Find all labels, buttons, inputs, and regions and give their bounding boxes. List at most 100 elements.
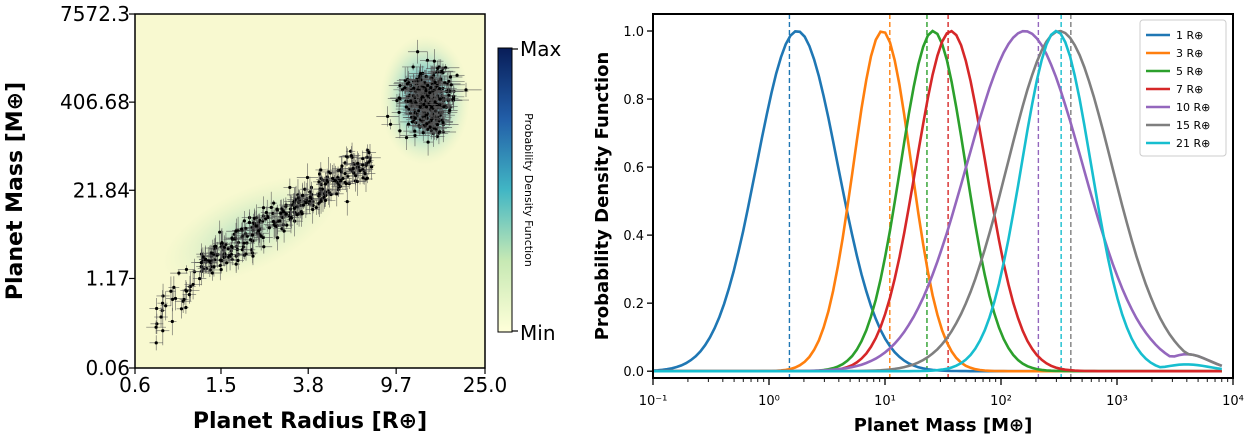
scatter-point: [149, 335, 163, 351]
scatter-point: [316, 172, 335, 196]
scatter-point: [390, 93, 409, 103]
left-x-tick-label: 9.7: [380, 373, 412, 397]
scatter-point: [156, 316, 170, 346]
scatter-point: [170, 269, 188, 277]
right-x-tick-label: 10⁴: [1222, 394, 1244, 409]
scatter-point: [249, 210, 263, 242]
legend-label: 5 R⊕: [1176, 65, 1203, 78]
scatter-point: [286, 202, 296, 234]
scatter-point: [225, 242, 239, 251]
scatter-point: [218, 220, 222, 244]
scatter-point: [260, 215, 276, 220]
left-y-ticks: 0.06 1.17 21.84 406.68 7572.3: [60, 2, 135, 380]
left-y-tick-label: 21.84: [73, 178, 130, 202]
left-x-ticks: 0.6 1.5 3.8 9.7 25.0: [119, 368, 507, 397]
scatter-point: [313, 177, 332, 201]
scatter-point: [219, 253, 234, 272]
scatter-point: [334, 167, 352, 190]
scatter-point: [305, 195, 320, 224]
scatter-point: [441, 106, 458, 115]
scatter-point: [408, 63, 433, 84]
left-y-tick-label: 0.06: [85, 356, 130, 380]
colorbar: [497, 47, 513, 333]
scatter-point: [369, 153, 374, 180]
scatter-point: [265, 212, 273, 243]
scatter-point: [410, 99, 437, 110]
scatter-point: [252, 208, 257, 229]
colorbar-min-label: Min: [520, 321, 556, 345]
scatter-point: [312, 200, 320, 215]
pdf-curve: [653, 29, 1222, 373]
left-x-tick-label: 3.8: [292, 373, 324, 397]
scatter-point: [344, 163, 362, 174]
scatter-point: [226, 222, 246, 240]
scatter-point: [297, 187, 315, 218]
right-y-tick-label: 0.0: [623, 365, 644, 380]
scatter-point: [183, 301, 189, 314]
scatter-point: [264, 213, 286, 239]
scatter-point: [425, 60, 450, 77]
right-pdf-panel: 10⁻¹ 10⁰ 10¹ 10² 10³ 10⁴ 0.0 0.2 0.4 0.6 0.8 1.0 P…: [592, 13, 1244, 436]
right-x-tick-label: 10⁻¹: [639, 394, 668, 409]
scatter-point: [268, 191, 275, 224]
scatter-point: [331, 165, 340, 196]
right-x-ticks: 10⁻¹ 10⁰ 10¹ 10² 10³ 10⁴: [639, 378, 1244, 409]
scatter-point: [430, 67, 454, 76]
scatter-point: [315, 162, 327, 178]
scatter-point: [381, 119, 400, 130]
right-y-tick-label: 1.0: [623, 25, 644, 40]
scatter-point: [340, 157, 344, 175]
scatter-point: [276, 198, 291, 225]
scatter-point: [157, 290, 168, 317]
scatter-point: [440, 76, 449, 89]
scatter-point: [189, 258, 200, 285]
legend-label: 1 R⊕: [1176, 29, 1203, 42]
scatter-point: [437, 75, 465, 94]
left-y-tick-label: 1.17: [85, 266, 130, 290]
scatter-point: [293, 194, 305, 202]
scatter-point: [323, 176, 330, 184]
left-x-tick-label: 25.0: [463, 373, 508, 397]
scatter-point: [342, 160, 349, 166]
scatter-point: [414, 75, 442, 95]
scatter-point: [393, 78, 422, 89]
legend: 1 R⊕ 3 R⊕ 5 R⊕ 7 R⊕ 10 R⊕ 15 R⊕ 21 R⊕: [1139, 19, 1227, 157]
scatter-point: [270, 200, 278, 207]
scatter-point: [415, 97, 425, 117]
scatter-point: [355, 162, 370, 168]
scatter-point: [294, 204, 300, 226]
scatter-point: [413, 90, 446, 96]
scatter-point: [307, 194, 314, 201]
scatter-point: [251, 247, 255, 266]
scatter-point: [432, 89, 438, 115]
scatter-point: [274, 214, 286, 227]
scatter-point: [212, 256, 216, 277]
scatter-point: [258, 214, 273, 223]
scatter-point: [233, 227, 255, 260]
scatter-point: [329, 181, 344, 207]
left-x-tick-label: 0.6: [119, 373, 151, 397]
scatter-point: [217, 257, 224, 264]
left-plot-frame: [134, 13, 486, 369]
scatter-point: [365, 173, 369, 184]
right-y-tick-label: 0.8: [623, 93, 644, 108]
right-x-tick-label: 10³: [1106, 394, 1128, 409]
scatter-point: [318, 188, 324, 214]
scatter-point: [417, 115, 436, 132]
right-y-tick-label: 0.6: [623, 161, 644, 176]
left-x-axis-label: Planet Radius [R⊕]: [193, 409, 427, 434]
scatter-point: [360, 171, 366, 185]
scatter-point: [197, 248, 206, 277]
left-y-tick-label: 406.68: [60, 90, 130, 114]
right-y-tick-label: 0.4: [623, 229, 644, 244]
scatter-point: [438, 71, 463, 83]
right-y-ticks: 0.0 0.2 0.4 0.6 0.8 1.0: [623, 25, 653, 380]
scatter-point: [255, 239, 273, 254]
scatter-point: [168, 307, 177, 336]
scatter-point: [224, 233, 240, 243]
scatter-point: [149, 298, 164, 319]
scatter-point: [361, 149, 377, 156]
scatter-point: [277, 219, 291, 243]
scatter-point: [450, 82, 482, 98]
